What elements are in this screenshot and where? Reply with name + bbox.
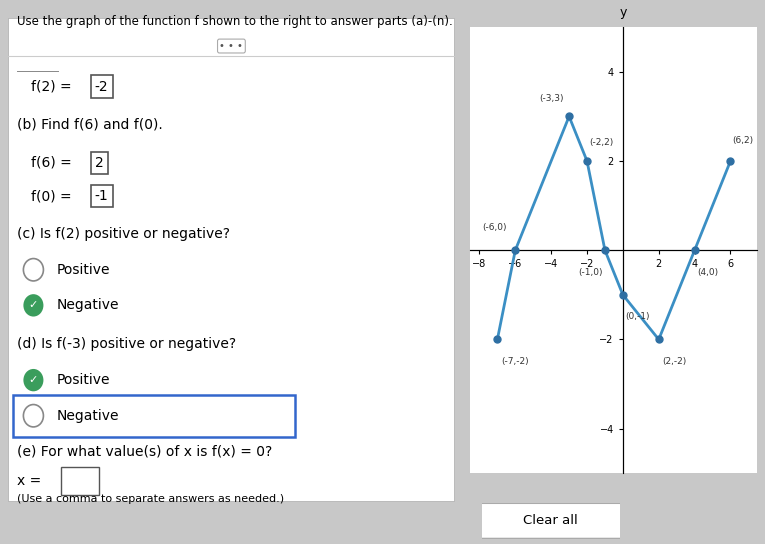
Text: Positive: Positive: [56, 263, 109, 277]
FancyBboxPatch shape: [13, 395, 295, 437]
Text: -2: -2: [95, 79, 109, 94]
Text: (2,-2): (2,-2): [662, 357, 686, 366]
Text: (0,-1): (0,-1): [626, 312, 650, 322]
Text: Use the graph of the function f shown to the right to answer parts (a)-(n).: Use the graph of the function f shown to…: [18, 15, 453, 28]
Text: x =: x =: [18, 474, 46, 488]
Text: f(6) =: f(6) =: [31, 156, 76, 170]
Text: (-7,-2): (-7,-2): [501, 357, 529, 366]
Text: (-1,0): (-1,0): [578, 268, 602, 277]
Text: f(0) =: f(0) =: [31, 189, 76, 203]
Text: (b) Find f(6) and f(0).: (b) Find f(6) and f(0).: [18, 118, 163, 132]
Text: (e) For what value(s) of x is f(x) = 0?: (e) For what value(s) of x is f(x) = 0?: [18, 444, 273, 459]
Text: (Use a comma to separate answers as needed.): (Use a comma to separate answers as need…: [18, 493, 285, 504]
Text: Negative: Negative: [56, 298, 119, 312]
Text: (6,2): (6,2): [732, 136, 754, 145]
Text: -1: -1: [95, 189, 109, 203]
Circle shape: [24, 294, 44, 317]
FancyBboxPatch shape: [475, 503, 627, 539]
Text: f(2) =: f(2) =: [31, 79, 76, 94]
Text: 2: 2: [95, 156, 103, 170]
Text: ✓: ✓: [29, 300, 38, 311]
Text: • • •: • • •: [220, 41, 243, 51]
Text: (4,0): (4,0): [697, 268, 718, 277]
Text: (-6,0): (-6,0): [482, 223, 506, 232]
FancyBboxPatch shape: [60, 467, 99, 495]
Text: Clear all: Clear all: [523, 514, 578, 527]
Text: (-3,3): (-3,3): [539, 94, 564, 103]
Text: Negative: Negative: [56, 409, 119, 423]
Text: (d) Is f(-3) positive or negative?: (d) Is f(-3) positive or negative?: [18, 337, 236, 350]
Circle shape: [24, 369, 44, 391]
Text: ✓: ✓: [29, 375, 38, 385]
FancyBboxPatch shape: [8, 18, 454, 501]
Text: (c) Is f(2) positive or negative?: (c) Is f(2) positive or negative?: [18, 227, 230, 241]
Text: Positive: Positive: [56, 373, 109, 387]
Text: (-2,2): (-2,2): [590, 138, 614, 147]
Text: y: y: [619, 6, 627, 19]
